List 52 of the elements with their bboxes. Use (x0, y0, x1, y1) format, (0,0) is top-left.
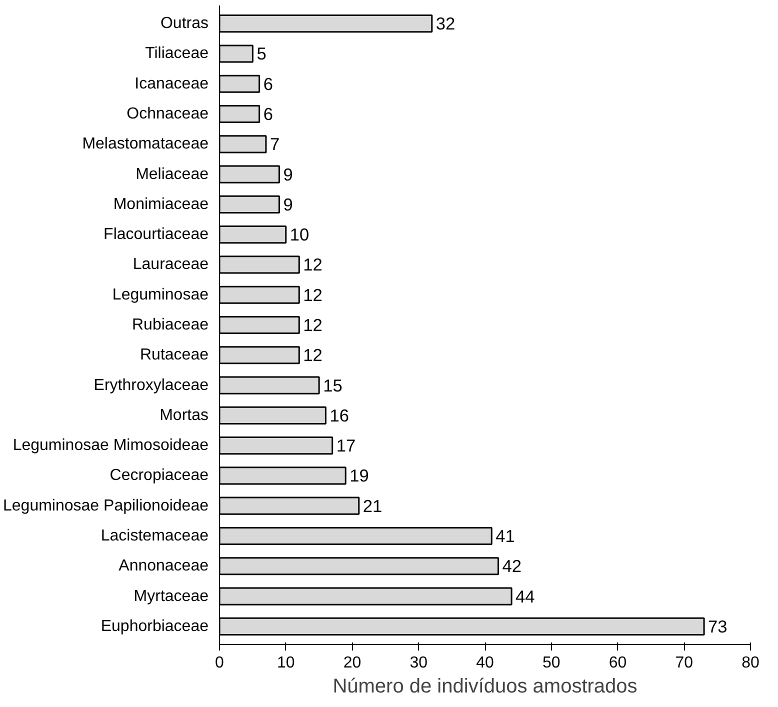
data-label: 12 (303, 345, 322, 366)
y-tick-label: Leguminosae Mimosoideae (12, 437, 209, 454)
x-tick-label: 40 (476, 654, 494, 672)
y-tick-label: Erythroxylaceae (94, 376, 209, 394)
x-tick-label: 0 (215, 654, 224, 672)
x-tick-label: 50 (542, 654, 560, 672)
data-label: 42 (502, 556, 522, 576)
data-label: 6 (263, 74, 273, 94)
data-label: 15 (323, 375, 342, 396)
y-tick-label: Meliaceae (136, 166, 209, 183)
y-tick-label: Flacourtiaceae (104, 226, 209, 244)
data-label: 17 (336, 436, 356, 456)
y-tick-label: Leguminosae (112, 286, 209, 304)
data-label: 10 (290, 224, 310, 245)
y-tick-label: Rubiaceae (132, 316, 209, 334)
y-tick-label: Melastomataceae (82, 136, 209, 153)
data-label: 44 (516, 586, 536, 606)
data-label: 7 (270, 134, 280, 154)
data-label: 12 (303, 284, 322, 305)
y-tick-label: Ochnaceae (126, 106, 209, 123)
x-tick-label: 70 (675, 654, 694, 672)
x-tick-label: 10 (276, 654, 295, 672)
x-tick-label: 30 (410, 654, 428, 672)
y-tick-label: Lacistemaceae (100, 527, 209, 544)
y-tick-label: Leguminosae Papilionoideae (3, 497, 209, 514)
data-label: 6 (263, 104, 273, 124)
x-tick-label: 60 (608, 654, 627, 672)
y-tick-label: Cecropiaceae (110, 467, 209, 484)
y-tick-label: Rutaceae (140, 346, 209, 364)
y-tick-label: Outras (160, 15, 208, 32)
data-label: 41 (496, 526, 515, 546)
y-tick-label: Annonaceae (118, 558, 209, 575)
y-tick-label: Tiliaceae (145, 45, 209, 62)
y-tick-label: Euphorbiaceae (100, 618, 209, 635)
data-label: 12 (303, 254, 322, 275)
data-label: 21 (362, 496, 382, 516)
x-axis-title: Número de indivíduos amostrados (332, 676, 638, 698)
data-label: 32 (436, 14, 456, 34)
y-tick-label: Myrtaceae (134, 588, 209, 605)
y-tick-label: Icanaceae (134, 75, 209, 92)
data-label: 16 (330, 405, 349, 426)
data-label: 9 (283, 164, 293, 184)
x-tick-label: 20 (343, 654, 362, 672)
y-tick-label: Monimiaceae (113, 196, 209, 213)
y-tick-label: Mortas (160, 406, 209, 424)
data-label: 5 (256, 44, 266, 64)
data-label: 9 (283, 194, 293, 214)
data-label: 12 (303, 315, 322, 335)
y-tick-label: Lauraceae (132, 256, 209, 274)
x-tick-label: 80 (742, 654, 760, 672)
data-label: 19 (350, 466, 369, 486)
data-label: 73 (708, 616, 728, 636)
